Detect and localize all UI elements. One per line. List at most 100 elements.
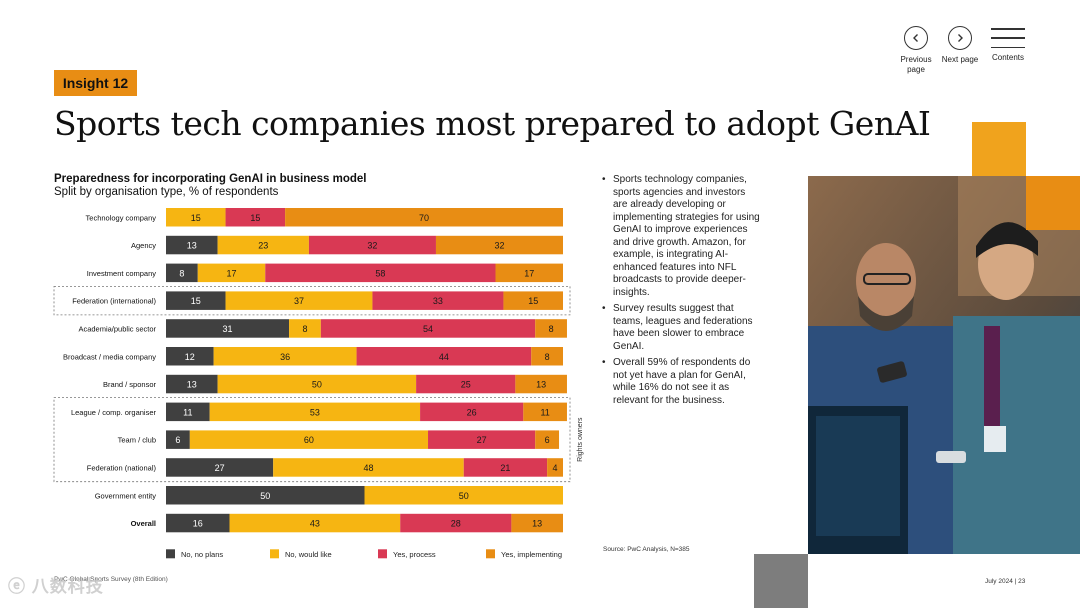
legend-label: Yes, implementing [501,550,562,559]
data-label: 15 [191,213,201,223]
data-label: 32 [494,241,504,251]
bar-segment [289,319,321,338]
chart-subtitle: Split by organisation type, % of respond… [54,186,279,198]
decorative-square [972,122,1026,176]
group-outline [53,397,571,483]
bar-segment [308,235,436,255]
category-label: Academia/public sector [78,324,156,333]
bar-segment [229,513,401,533]
contents-button[interactable]: Contents [986,26,1030,63]
page-title: Sports tech companies most prepared to a… [54,104,931,143]
data-label: 44 [439,352,449,362]
data-label: 36 [280,352,290,362]
data-label: 53 [310,407,320,417]
bar-segment [400,513,512,533]
data-label: 37 [294,296,304,306]
bar-segment [209,402,421,422]
legend-swatch [166,549,175,559]
data-label: 28 [451,519,461,529]
legend-label: No, no plans [181,550,223,559]
data-label: 60 [304,435,314,445]
watermark-logo: ⓔ 八数科技 [8,577,104,596]
bar-segment [166,374,218,394]
legend-swatch [486,549,495,559]
data-label: 31 [223,324,233,334]
group-annotation-label: Rights owners [577,417,584,462]
legend-swatch [378,549,387,559]
data-label: 8 [549,324,554,334]
page-navigation: Previous page Next page Contents [896,26,1046,78]
data-label: 17 [226,268,236,278]
data-label: 16 [193,519,203,529]
legend-label: No, would like [285,550,332,559]
key-findings: Sports technology companies, sports agen… [602,174,762,411]
bar-segment [166,486,365,505]
bar-segment [166,319,290,338]
bar-segment [511,513,563,533]
bar-segment [166,513,230,533]
category-label: League / comp. organiser [71,408,157,417]
bar-segment [531,347,563,366]
bar-segment [535,430,560,449]
category-label: Agency [131,241,156,250]
stacked-bar-chart: Rights owners Technology company 15 15 70 Age… [53,208,584,559]
insight-tag: Insight 12 [54,70,137,96]
next-page-button[interactable]: Next page [940,26,980,65]
bar-segment [265,263,496,283]
data-label: 25 [461,380,471,390]
bar-segment [166,402,210,422]
data-label: 70 [419,213,429,223]
bar-segment [503,291,563,310]
data-label: 48 [363,463,373,473]
chevron-left-icon [904,26,928,50]
next-page-label: Next page [941,55,979,64]
data-label: 11 [183,407,192,417]
data-label: 50 [260,491,270,501]
bullet-item: Overall 59% of respondents do not yet ha… [602,357,762,407]
legend-label: Yes, process [393,550,436,559]
bar-segment [166,263,198,283]
previous-page-label: Previous page [900,55,932,74]
bar-segment [213,347,357,366]
bar-segment [416,374,516,394]
data-label: 4 [553,463,558,473]
data-label: 54 [423,324,433,334]
decorative-square [754,554,808,608]
category-label: Technology company [86,213,157,222]
bar-segment [217,374,417,394]
contents-label: Contents [991,53,1025,62]
bar-segment [197,263,266,283]
data-label: 11 [540,407,549,417]
data-label: 27 [477,435,487,445]
bar-segment [495,263,563,283]
bar-segment [523,402,567,422]
previous-page-button[interactable]: Previous page [896,26,936,75]
footer-publication: PwC Global Sports Survey (8th Edition) [54,576,168,583]
bar-segment [225,291,373,310]
data-label: 50 [312,380,322,390]
group-outline [53,286,571,316]
bar-segment [515,374,567,394]
data-label: 58 [375,268,385,278]
bar-segment [320,319,536,338]
bar-segment [166,458,274,477]
decorative-square [1026,176,1080,230]
source-note: Source: PwC Analysis, N=385 [603,546,690,553]
data-label: 32 [367,241,377,251]
bar-segment [189,430,429,449]
data-label: 23 [258,241,268,251]
chevron-right-icon [948,26,972,50]
bar-segment [535,319,567,338]
data-label: 33 [433,296,443,306]
category-label: Government entity [95,491,157,500]
bar-segment [428,430,536,449]
legend-swatch [270,549,279,559]
bullet-item: Survey results suggest that teams, leagu… [602,303,762,353]
bar-segment [166,235,218,255]
data-label: 12 [185,352,195,362]
bar-segment [463,458,548,477]
bar-segment [166,347,214,366]
photo-people-using-phones [808,176,1080,554]
category-label: Brand / sponsor [103,380,156,389]
category-label: Overall [131,519,156,528]
